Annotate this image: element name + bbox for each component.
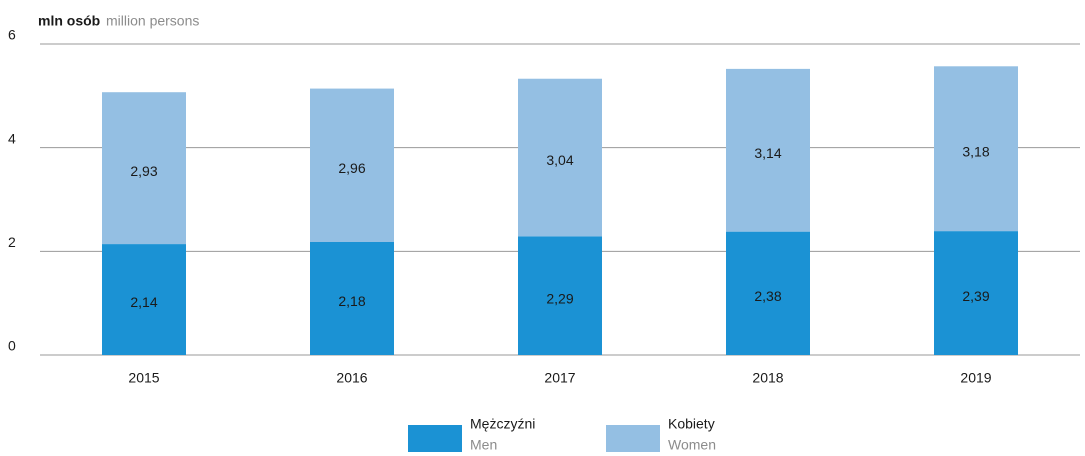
legend-label: Mężczyźni	[470, 416, 535, 432]
legend-swatch	[408, 425, 462, 452]
legend-label-en: Men	[470, 437, 497, 453]
value-label: 2,14	[130, 294, 157, 310]
value-label: 2,18	[338, 293, 365, 309]
legend-label: Kobiety	[668, 416, 715, 432]
y-tick-label: 4	[8, 130, 16, 146]
x-tick-label: 2019	[960, 370, 991, 386]
x-tick-label: 2016	[336, 370, 367, 386]
bar-segment	[934, 66, 1018, 232]
value-label: 3,18	[962, 143, 989, 159]
y-axis-label: mln osób	[38, 13, 100, 29]
value-label: 3,14	[754, 145, 781, 161]
y-tick-label: 6	[8, 27, 16, 43]
x-tick-label: 2015	[128, 370, 159, 386]
value-label: 2,38	[754, 288, 781, 304]
legend-label-en: Women	[668, 437, 716, 453]
y-tick-label: 0	[8, 338, 16, 354]
bar-segment	[310, 242, 394, 355]
bar-segment	[726, 68, 810, 232]
legend-swatch	[606, 425, 660, 452]
bar-segment	[518, 236, 602, 355]
bar-segment	[310, 88, 394, 243]
value-label: 2,93	[130, 163, 157, 179]
value-label: 2,29	[546, 290, 573, 306]
y-tick-label: 2	[8, 234, 16, 250]
value-label: 3,04	[546, 152, 573, 168]
value-label: 2,39	[962, 288, 989, 304]
bar-segment	[934, 231, 1018, 355]
y-axis-label-en: million persons	[106, 13, 199, 29]
value-label: 2,96	[338, 160, 365, 176]
x-tick-label: 2018	[752, 370, 783, 386]
bar-segment	[102, 244, 186, 355]
x-tick-label: 2017	[544, 370, 575, 386]
bar-segment	[102, 92, 186, 245]
bar-segment	[518, 78, 602, 237]
bar-segment	[726, 231, 810, 355]
